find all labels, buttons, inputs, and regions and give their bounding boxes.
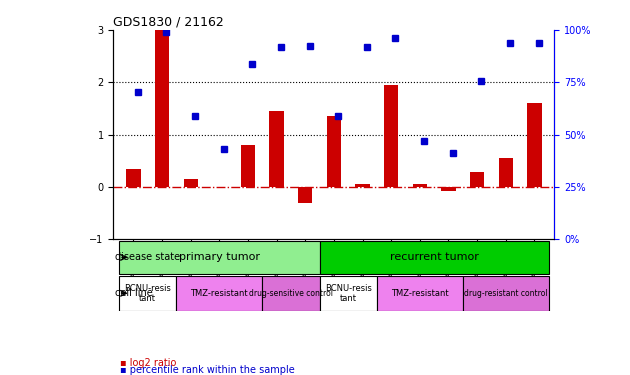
FancyBboxPatch shape bbox=[319, 241, 549, 273]
Text: drug-resistant control: drug-resistant control bbox=[464, 289, 547, 298]
Text: recurrent tumor: recurrent tumor bbox=[390, 252, 479, 262]
Bar bbox=[241, 145, 255, 187]
Bar bbox=[355, 184, 370, 187]
FancyBboxPatch shape bbox=[176, 276, 262, 310]
FancyBboxPatch shape bbox=[463, 276, 549, 310]
Text: ▪ percentile rank within the sample: ▪ percentile rank within the sample bbox=[120, 365, 294, 375]
FancyBboxPatch shape bbox=[119, 241, 319, 273]
Bar bbox=[527, 103, 542, 187]
Bar bbox=[126, 169, 140, 187]
FancyBboxPatch shape bbox=[377, 276, 463, 310]
Bar bbox=[183, 179, 198, 187]
Text: disease state: disease state bbox=[115, 252, 180, 262]
Bar bbox=[470, 172, 484, 187]
Text: BCNU-resis
tant: BCNU-resis tant bbox=[325, 284, 372, 303]
FancyBboxPatch shape bbox=[262, 276, 319, 310]
Text: primary tumor: primary tumor bbox=[179, 252, 260, 262]
Bar bbox=[155, 30, 169, 187]
Bar bbox=[298, 187, 312, 203]
Bar bbox=[498, 158, 513, 187]
Bar bbox=[384, 85, 398, 187]
Text: BCNU-resis
tant: BCNU-resis tant bbox=[124, 284, 171, 303]
Text: TMZ-resistant: TMZ-resistant bbox=[190, 289, 248, 298]
Text: cell line: cell line bbox=[115, 288, 152, 298]
Text: GDS1830 / 21162: GDS1830 / 21162 bbox=[113, 16, 224, 29]
FancyBboxPatch shape bbox=[119, 276, 176, 310]
FancyBboxPatch shape bbox=[319, 276, 377, 310]
Bar bbox=[413, 184, 427, 187]
Text: TMZ-resistant: TMZ-resistant bbox=[391, 289, 449, 298]
Bar bbox=[270, 111, 284, 187]
Text: ▪ log2 ratio: ▪ log2 ratio bbox=[120, 358, 176, 368]
Bar bbox=[441, 187, 455, 191]
Bar bbox=[327, 116, 341, 187]
Text: drug-sensitive control: drug-sensitive control bbox=[249, 289, 333, 298]
